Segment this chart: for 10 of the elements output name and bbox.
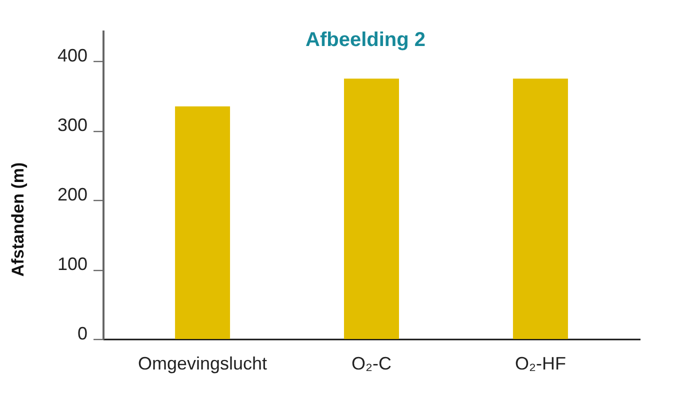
y-tick-label: 100: [57, 254, 88, 274]
y-tick-label: 300: [57, 115, 88, 136]
x-tick-label: O₂-HF: [514, 354, 566, 374]
chart-title: Afbeelding 2: [305, 29, 426, 51]
y-tick-label: 200: [57, 184, 88, 205]
y-tick-label: 400: [57, 46, 88, 66]
y-tick-label: 0: [77, 324, 88, 344]
y-axis-title: Afstanden (m): [8, 162, 28, 277]
x-tick-label: Omgevingslucht: [138, 354, 268, 374]
x-tick-label: O₂-C: [352, 354, 392, 374]
